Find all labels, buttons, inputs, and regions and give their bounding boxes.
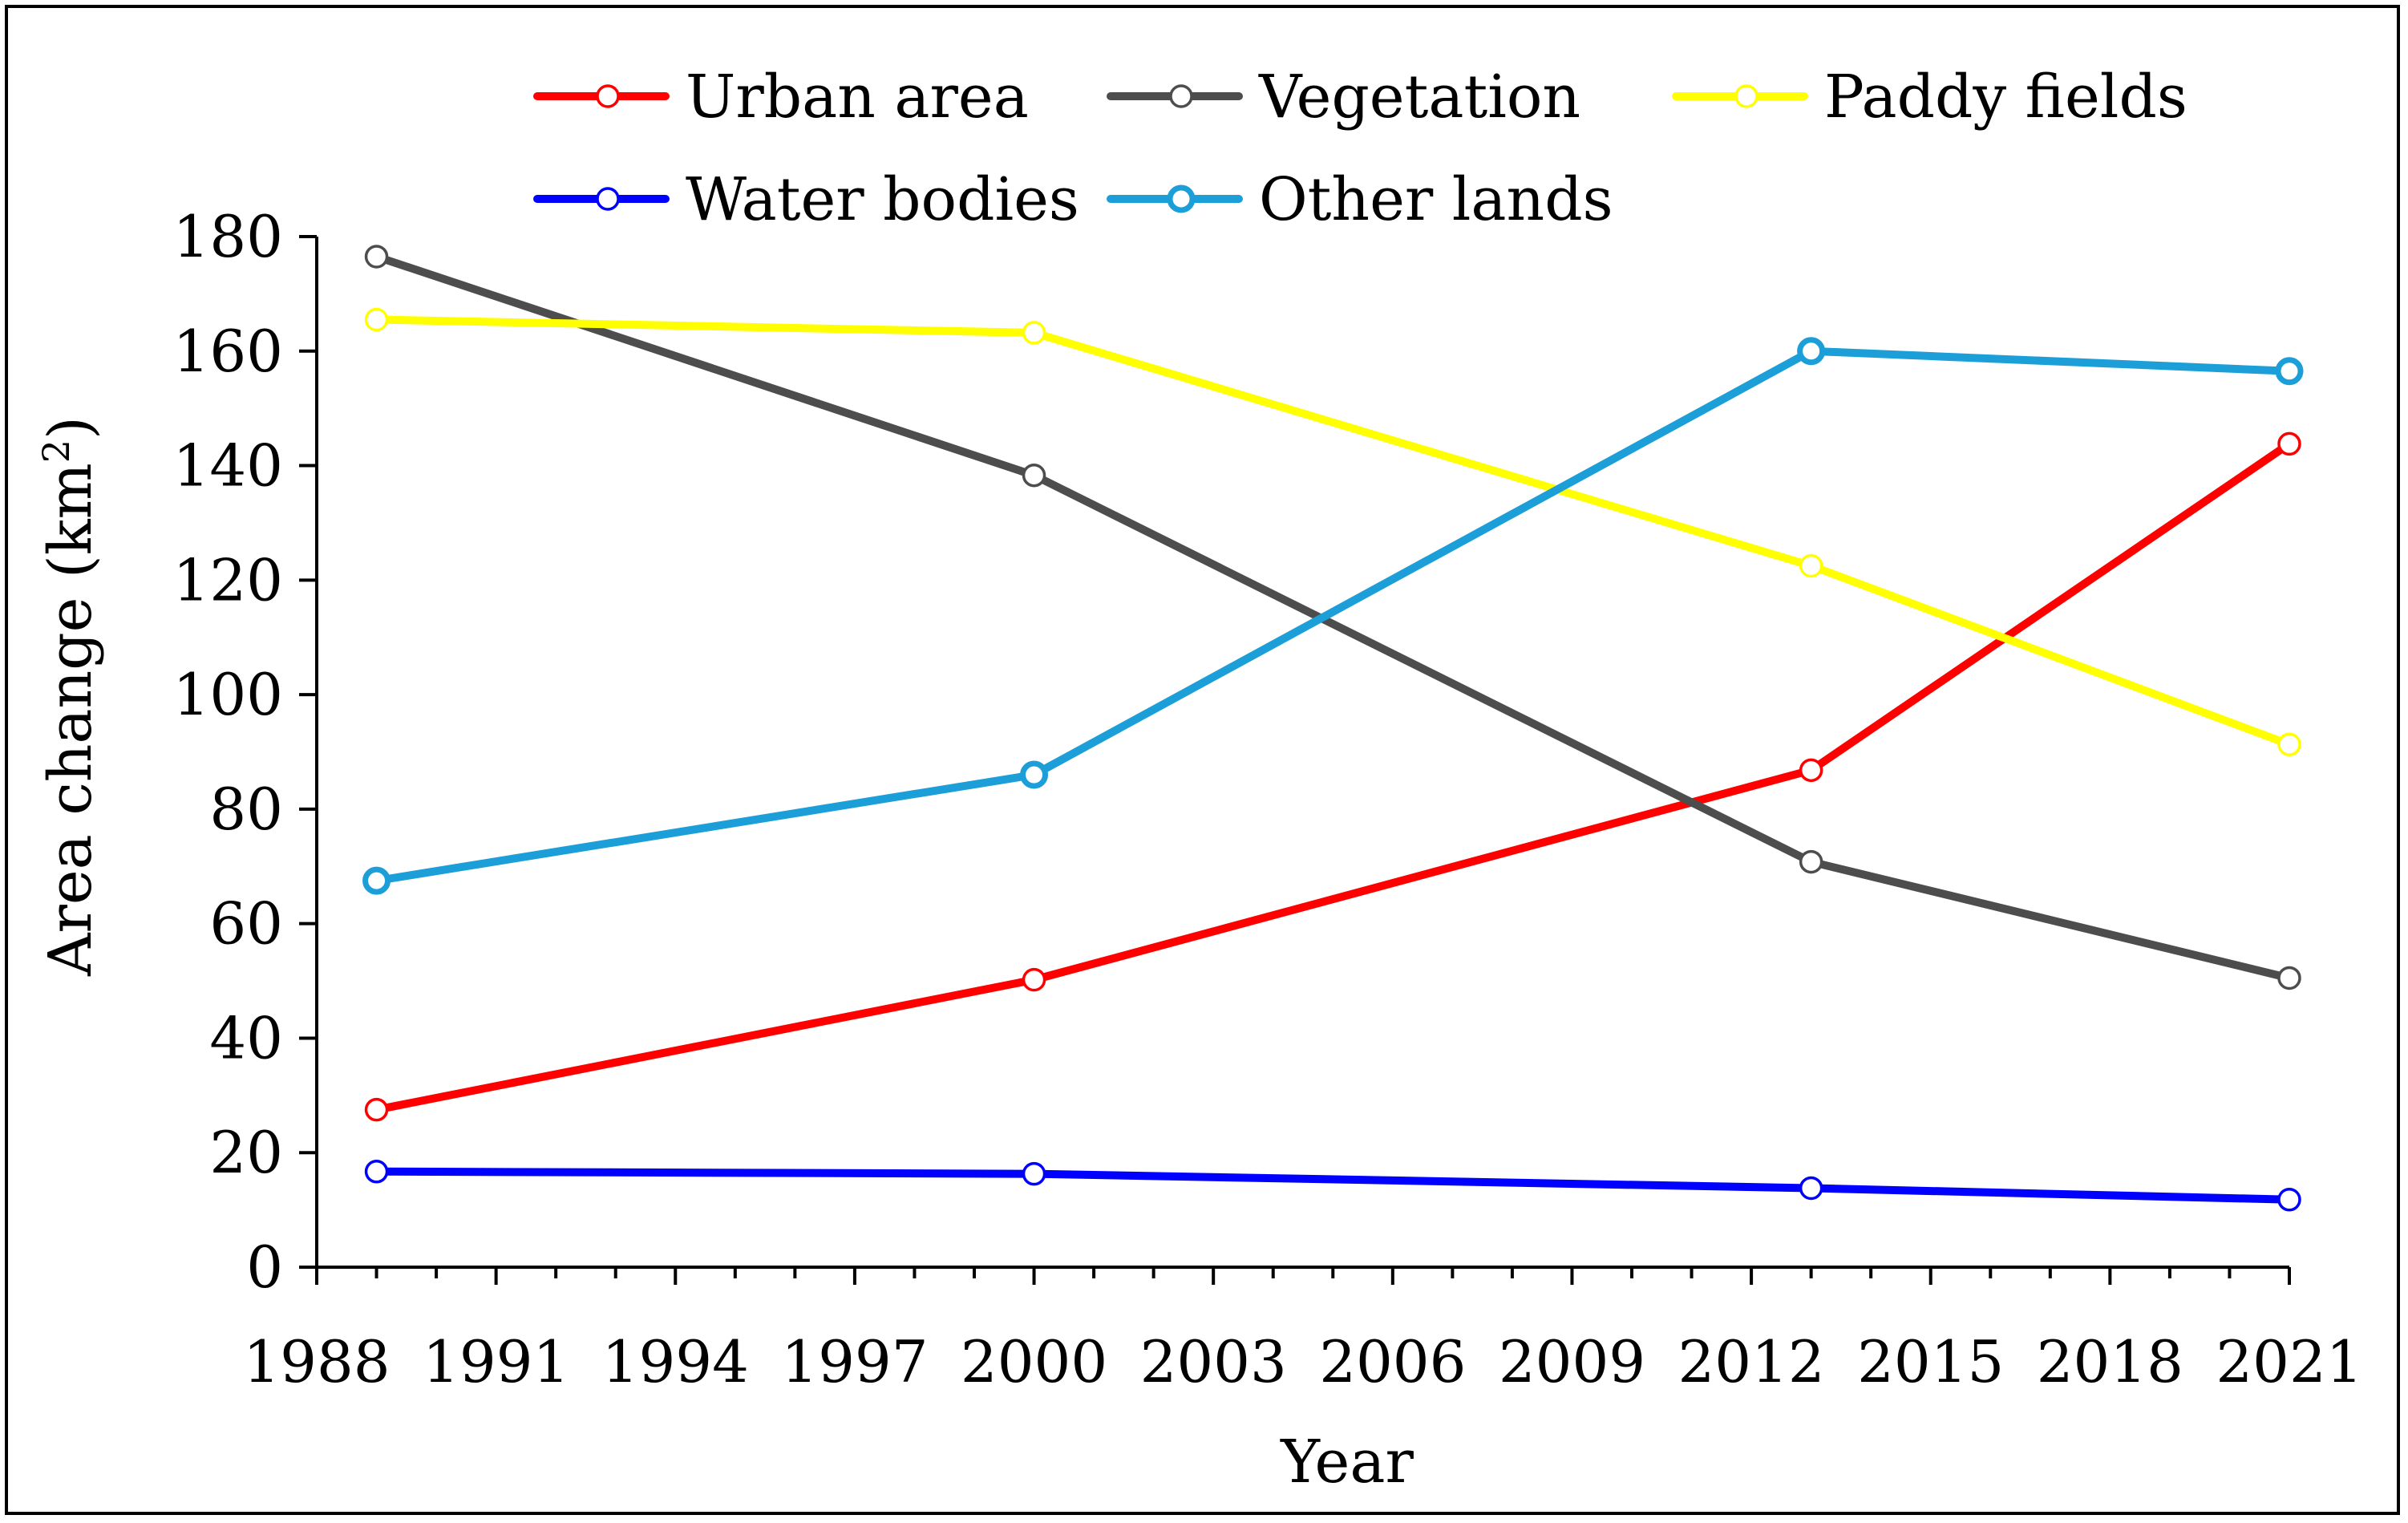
y-tick-label: 140 (173, 432, 283, 500)
axes (315, 237, 2289, 1269)
point-water-bodies (1022, 1161, 1046, 1186)
series-markers (362, 245, 2304, 1212)
x-tick-label: 2018 (2037, 1328, 2183, 1395)
legend: Urban area Vegetation Paddy fields Water bo… (533, 63, 2187, 234)
point-paddy-fields (364, 307, 389, 332)
legend-item-urban-area: Urban area (533, 63, 1029, 132)
y-tick-label: 80 (209, 776, 283, 843)
y-tick-label: 180 (173, 203, 283, 270)
x-tick-label: 1991 (423, 1328, 569, 1395)
legend-swatch-marker (1734, 84, 1758, 108)
y-tick-label: 160 (173, 318, 283, 385)
series-lines (372, 252, 2293, 1204)
point-paddy-fields (2277, 732, 2301, 756)
point-urban-area (1799, 758, 1823, 783)
legend-swatch-marker (596, 187, 620, 211)
legend-item-other-lands: Other lands (1107, 165, 1613, 234)
point-vegetation (1022, 463, 1046, 488)
x-tick-label: 2015 (1857, 1328, 2004, 1395)
point-urban-area (2277, 431, 2301, 456)
chart-frame (5, 5, 2400, 1515)
series-line-other-lands (372, 346, 2293, 885)
x-tick-label: 1997 (781, 1328, 928, 1395)
x-axis-ticks: 1988 1991 1994 1997 2000 2003 2006 2009 2012 2015… (243, 1267, 2363, 1395)
point-other-lands (362, 866, 391, 895)
point-other-lands (1020, 760, 1049, 789)
point-other-lands (2275, 357, 2304, 386)
legend-item-vegetation: Vegetation (1107, 63, 1580, 132)
y-tick-label: 20 (209, 1119, 283, 1186)
series-line-paddy-fields (372, 315, 2293, 749)
y-tick-label: 0 (246, 1233, 283, 1301)
legend-swatch-marker (596, 84, 620, 108)
point-paddy-fields (1022, 321, 1046, 345)
y-axis-title: Area change (km2) (34, 416, 105, 977)
point-water-bodies (1799, 1176, 1823, 1201)
y-tick-label: 60 (209, 890, 283, 958)
point-vegetation (2277, 966, 2301, 990)
series-line-urban-area (372, 439, 2293, 1114)
x-tick-label: 1988 (243, 1328, 390, 1395)
x-tick-label: 2003 (1140, 1328, 1287, 1395)
y-tick-label: 100 (173, 661, 283, 728)
series-line-water-bodies (372, 1167, 2293, 1204)
point-water-bodies (364, 1160, 389, 1184)
x-tick-label: 2006 (1319, 1328, 1466, 1395)
y-axis-title-close: ) (36, 416, 105, 439)
y-tick-label: 40 (209, 1004, 283, 1071)
y-tick-label: 120 (173, 546, 283, 614)
legend-label: Other lands (1259, 165, 1613, 234)
legend-item-paddy-fields: Paddy fields (1672, 63, 2187, 132)
x-tick-label: 1994 (602, 1328, 749, 1395)
legend-label: Urban area (686, 63, 1029, 132)
x-tick-label: 2012 (1678, 1328, 1824, 1395)
legend-item-water-bodies: Water bodies (533, 165, 1079, 234)
point-urban-area (364, 1097, 389, 1122)
x-tick-label: 2000 (961, 1328, 1107, 1395)
point-vegetation (1799, 849, 1823, 874)
legend-swatch-marker (1167, 184, 1196, 213)
legend-label: Vegetation (1258, 63, 1580, 132)
y-axis-title-superscript: 2 (34, 439, 78, 463)
point-vegetation (364, 245, 389, 269)
point-water-bodies (2277, 1188, 2301, 1212)
legend-swatch-marker (1169, 84, 1193, 108)
legend-label: Water bodies (686, 165, 1079, 234)
x-tick-label: 2021 (2216, 1328, 2362, 1395)
point-paddy-fields (1799, 553, 1823, 578)
legend-label: Paddy fields (1824, 63, 2187, 132)
y-axis-ticks: 0 20 40 60 80 100 120 140 160 180 (173, 203, 317, 1301)
series-line-vegetation (372, 252, 2293, 982)
x-tick-label: 2009 (1499, 1328, 1645, 1395)
x-axis-title: Year (1280, 1428, 1414, 1497)
point-urban-area (1022, 967, 1046, 992)
point-other-lands (1797, 337, 1826, 366)
y-axis-title-main: Area change (km (36, 463, 105, 977)
